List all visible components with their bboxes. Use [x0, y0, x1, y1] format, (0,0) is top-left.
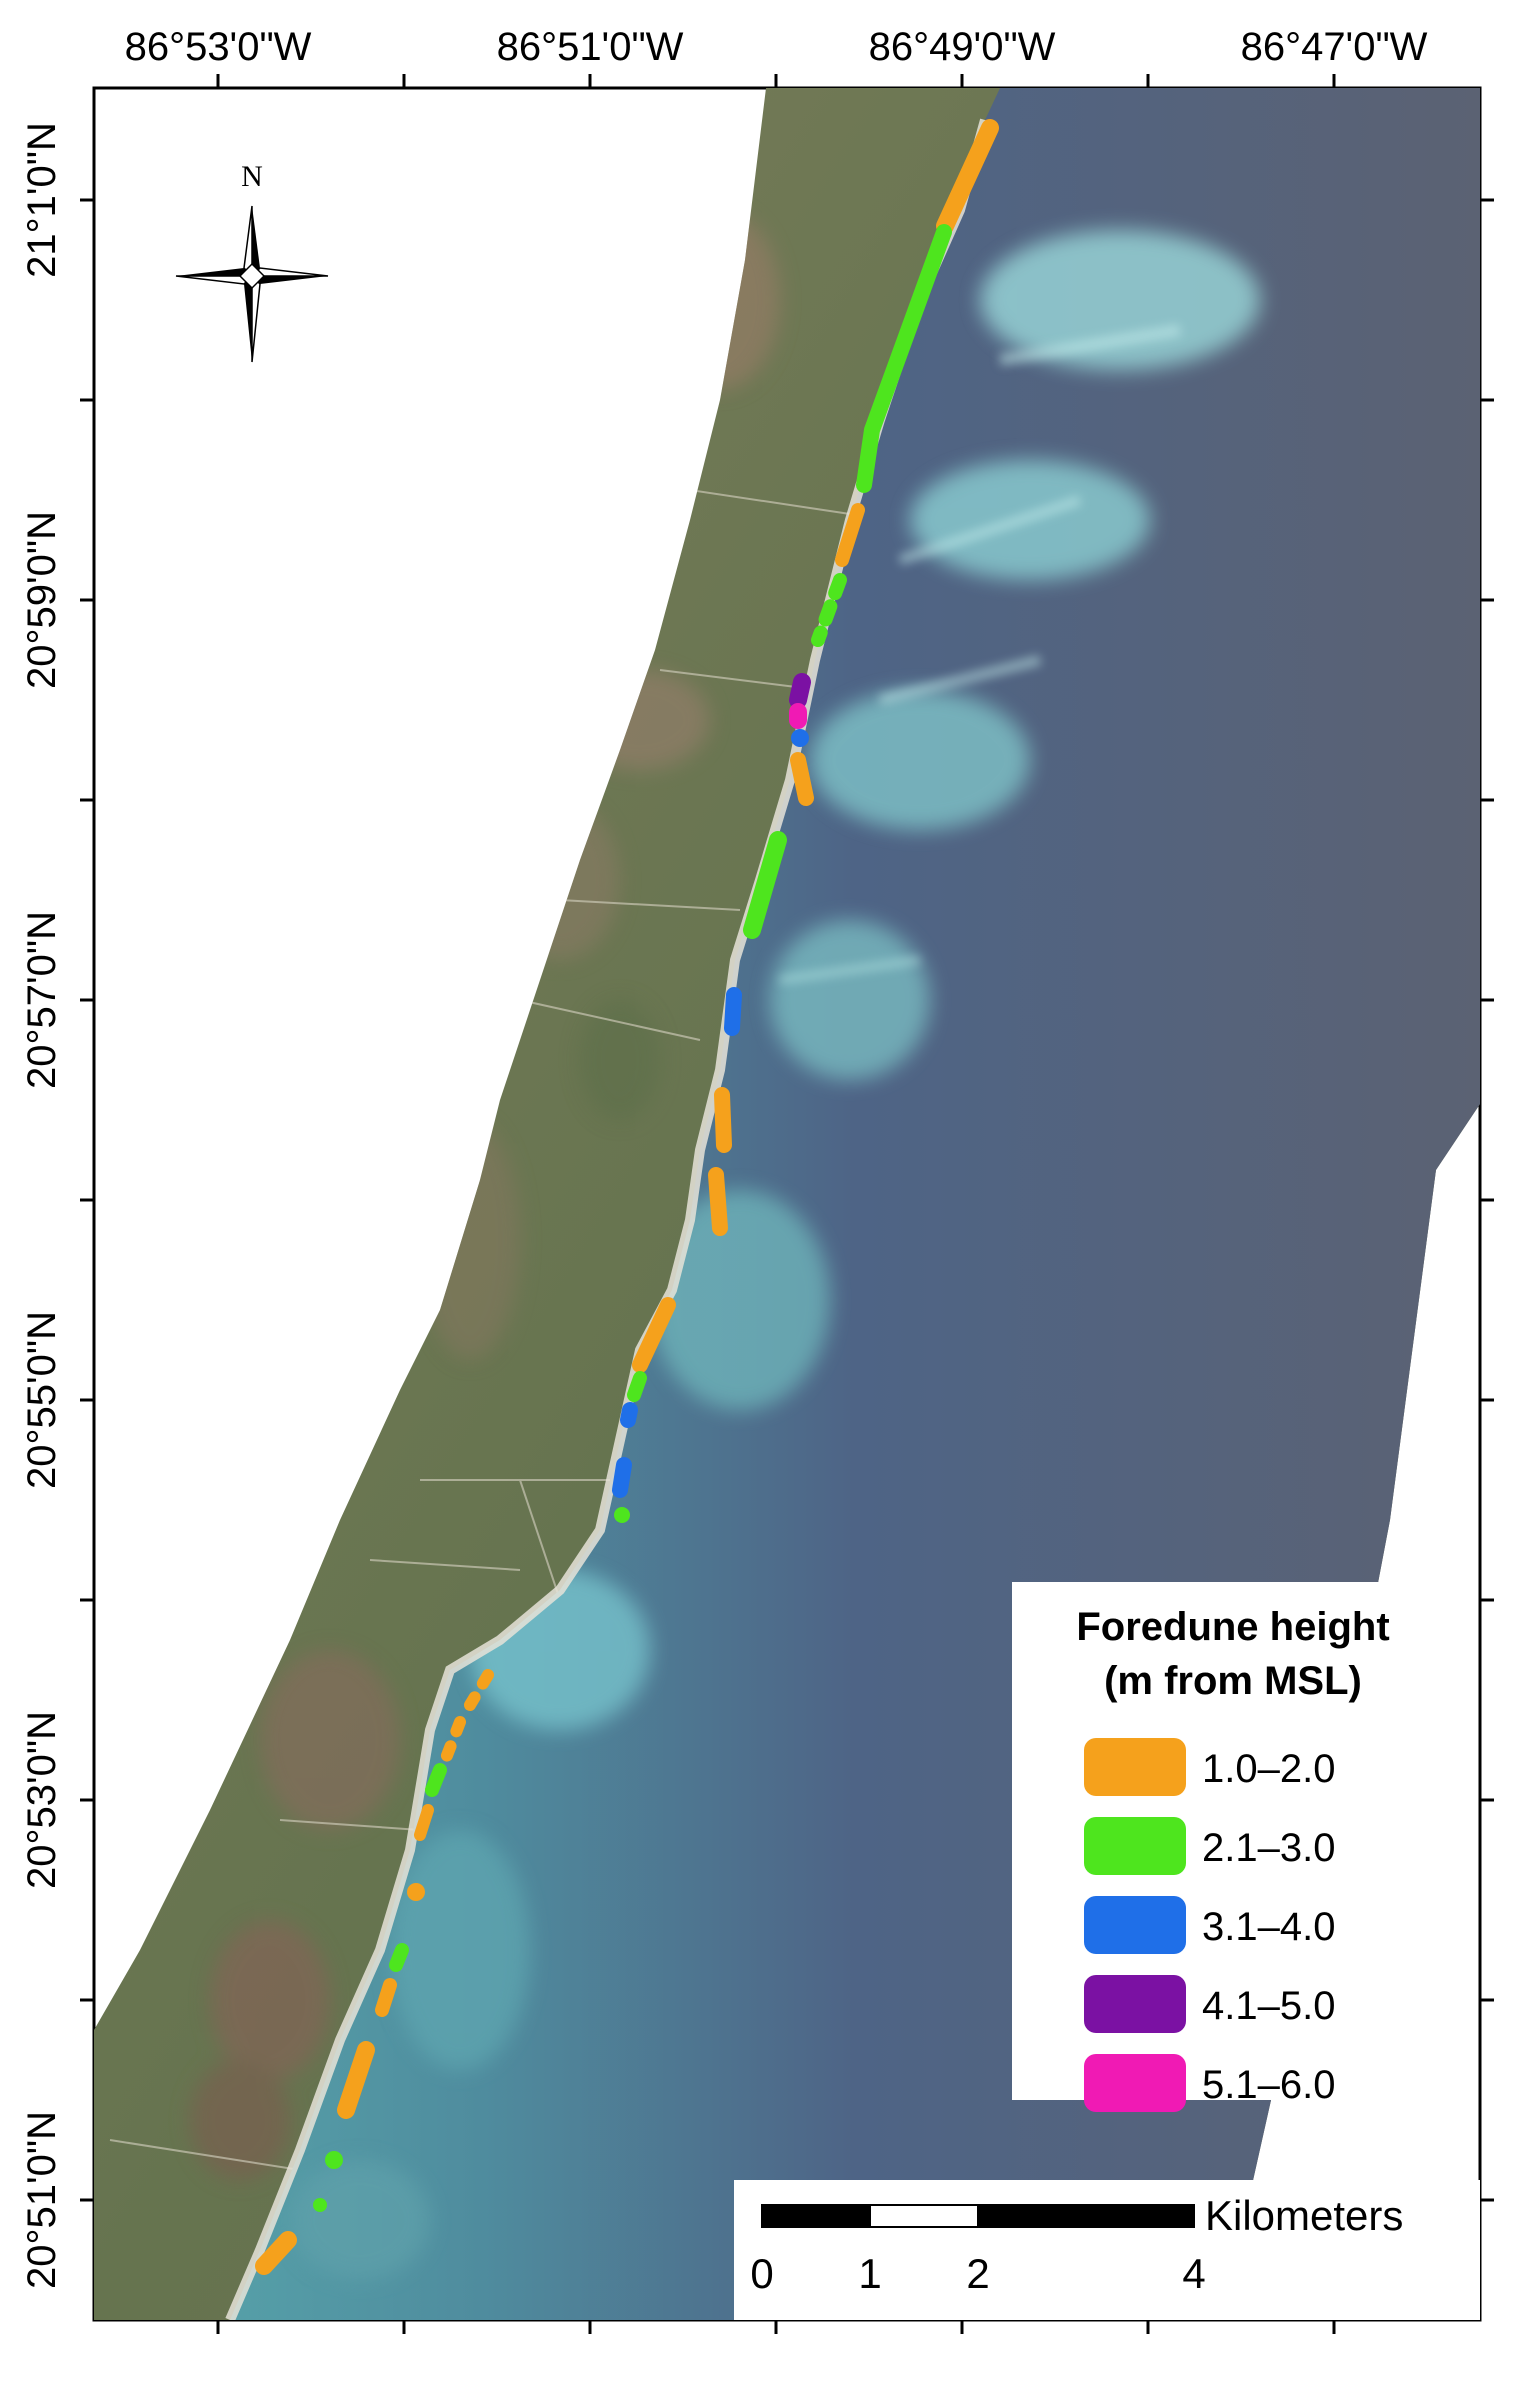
- scale-bar-unit: Kilometers: [1205, 2192, 1403, 2239]
- dune-segment-3-4: [724, 987, 742, 1036]
- legend-swatch: [1084, 2054, 1186, 2112]
- dune-segment-1-2: [835, 503, 865, 567]
- lat-label: 20°57'0"N: [20, 911, 64, 1089]
- lon-label: 86°49'0"W: [869, 25, 1056, 69]
- dune-segment-1-2: [714, 1087, 732, 1153]
- legend-title-line1: Foredune height: [1076, 1605, 1389, 1649]
- dune-segment-3-4: [612, 1457, 632, 1498]
- lon-label: 86°53'0"W: [125, 25, 312, 69]
- dune-segment-1-2: [790, 752, 814, 806]
- dune-segment-1-2: [936, 119, 999, 235]
- scale-bar-box: [734, 2180, 1480, 2320]
- lat-label: 20°51'0"N: [20, 2111, 64, 2289]
- dune-segment-1-2: [708, 1167, 728, 1236]
- left-latitude-axis: 21°1'0"N 20°59'0"N 20°57'0"N 20°55'0"N 2…: [20, 122, 94, 2289]
- legend-label: 5.1–6.0: [1202, 2063, 1335, 2107]
- legend: Foredune height (m from MSL) 1.0–2.0 2.1…: [1012, 1582, 1454, 2112]
- dune-segment-1-2: [440, 1716, 466, 1764]
- scale-bar-tick: 4: [1182, 2250, 1205, 2297]
- legend-swatch: [1084, 1817, 1186, 1875]
- dune-segment-2-3: [743, 831, 787, 939]
- dune-segment-4-5: [789, 673, 811, 709]
- reef-flats: [290, 230, 1260, 2280]
- dune-segment-2-3: [389, 1943, 409, 1972]
- legend-title-line2: (m from MSL): [1104, 1659, 1362, 1703]
- legend-swatch: [1084, 1975, 1186, 2033]
- dune-point-3-4: [791, 729, 809, 747]
- lat-label: 20°53'0"N: [20, 1711, 64, 1889]
- right-ticks: [1480, 198, 1494, 2202]
- lon-label: 86°47'0"W: [1241, 25, 1428, 69]
- dune-segment-3-4: [620, 1402, 638, 1428]
- dune-point-1-2: [407, 1883, 425, 1901]
- dune-segment-1-2: [375, 1978, 397, 2017]
- scale-bar-tick: 1: [858, 2250, 881, 2297]
- dune-point-2-3: [614, 1507, 630, 1523]
- dune-segment-2-3: [811, 573, 847, 647]
- scale-bar-tick: 0: [750, 2250, 773, 2297]
- dune-segment-2-3: [627, 1371, 647, 1402]
- lon-label: 86°51'0"W: [497, 25, 684, 69]
- dune-point-2-3: [313, 2198, 327, 2212]
- foredune-points: [255, 119, 999, 2275]
- lat-label: 21°1'0"N: [20, 122, 64, 278]
- dune-segment-1-2: [464, 1669, 494, 1711]
- dune-segment-1-2: [414, 1804, 434, 1841]
- north-arrow-label: N: [241, 160, 263, 193]
- bottom-ticks: [216, 2320, 1336, 2334]
- dune-segment-2-3: [425, 1763, 447, 1797]
- scale-bar: Kilometers 0 1 2 4: [734, 2180, 1480, 2320]
- legend-label: 1.0–2.0: [1202, 1747, 1335, 1791]
- dune-segment-1-2: [337, 2041, 375, 2119]
- scale-bar-tick: 2: [966, 2250, 989, 2297]
- legend-swatch: [1084, 1738, 1186, 1796]
- legend-label: 4.1–5.0: [1202, 1984, 1335, 2028]
- north-arrow: N: [175, 160, 329, 363]
- legend-label: 3.1–4.0: [1202, 1905, 1335, 1949]
- lat-label: 20°59'0"N: [20, 511, 64, 689]
- dune-point-2-3: [325, 2151, 343, 2169]
- legend-label: 2.1–3.0: [1202, 1826, 1335, 1870]
- lat-label: 20°55'0"N: [20, 1311, 64, 1489]
- dune-segment-2-3: [856, 224, 952, 493]
- top-longitude-axis: 86°53'0"W 86°51'0"W 86°49'0"W 86°47'0"W: [125, 25, 1428, 88]
- dune-segment-1-2: [632, 1297, 676, 1373]
- reef-streaks: [779, 324, 1181, 984]
- legend-swatch: [1084, 1896, 1186, 1954]
- dune-segment-1-2: [255, 2231, 297, 2275]
